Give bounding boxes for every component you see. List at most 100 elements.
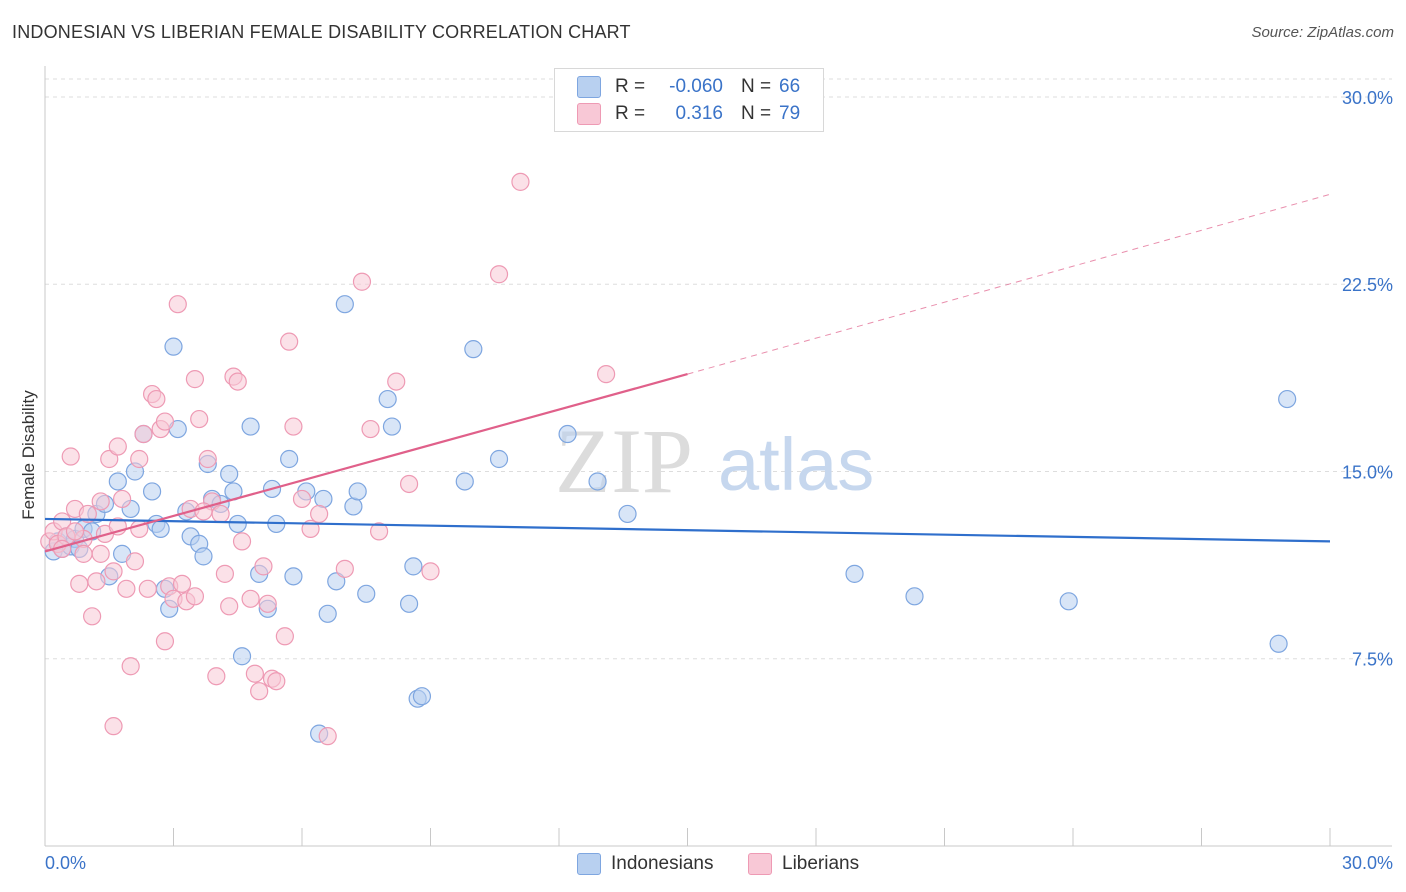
liberian-point bbox=[370, 522, 389, 541]
indonesian-point bbox=[335, 295, 354, 314]
liberian-point bbox=[228, 372, 247, 391]
liberian-point bbox=[185, 370, 205, 389]
indonesian-point bbox=[382, 417, 402, 436]
liberian-point bbox=[310, 504, 329, 524]
indonesian-point bbox=[228, 514, 247, 534]
liberian-point bbox=[121, 657, 140, 676]
liberian-point bbox=[220, 597, 239, 616]
liberian-point bbox=[335, 559, 354, 578]
indonesian-point bbox=[108, 472, 127, 491]
indonesian-point bbox=[464, 340, 483, 359]
liberian-point bbox=[387, 372, 406, 391]
indonesian-point bbox=[1059, 592, 1078, 611]
liberian-point bbox=[70, 574, 89, 593]
indonesian-point bbox=[232, 647, 252, 666]
n-label: N = bbox=[741, 103, 772, 124]
indonesian-point bbox=[845, 564, 864, 583]
y-tick-label: 15.0% bbox=[1342, 462, 1393, 482]
indonesian-point bbox=[151, 519, 170, 539]
liberian-r-value: 0.316 bbox=[675, 103, 723, 124]
indonesian-point bbox=[318, 604, 337, 623]
indonesian-point bbox=[378, 389, 397, 409]
indonesian-trend-line bbox=[44, 517, 1331, 543]
n-label: N = bbox=[741, 76, 772, 97]
indonesian-point bbox=[348, 482, 367, 501]
liberian-point bbox=[91, 544, 110, 563]
liberian-point bbox=[108, 437, 127, 456]
x-tick-label: 30.0% bbox=[1342, 853, 1393, 873]
indonesian-point bbox=[455, 472, 474, 491]
indonesian-point bbox=[284, 567, 303, 586]
liberian-point bbox=[215, 564, 234, 583]
liberian-point bbox=[245, 664, 264, 683]
liberian-point bbox=[241, 589, 260, 608]
liberian-point bbox=[597, 365, 616, 384]
indonesian-point bbox=[1278, 389, 1297, 409]
trend-layer bbox=[44, 193, 1331, 553]
liberian-swatch bbox=[577, 103, 601, 125]
liberian-point bbox=[155, 412, 175, 431]
indonesian-point bbox=[1269, 634, 1288, 653]
indonesian-point bbox=[489, 449, 509, 469]
liberian-point bbox=[511, 172, 530, 191]
y-tick-label: 22.5% bbox=[1342, 275, 1393, 295]
liberian-point bbox=[83, 607, 102, 626]
liberian-point bbox=[292, 489, 312, 509]
indonesian-point bbox=[344, 497, 363, 516]
liberian-point bbox=[138, 579, 157, 598]
liberian-point bbox=[172, 574, 192, 593]
liberians-label: Liberians bbox=[782, 853, 860, 874]
liberian-point bbox=[74, 544, 93, 563]
correlation-legend: R = -0.060 N = 66 R = 0.316 N = 79 bbox=[554, 68, 824, 132]
liberian-point bbox=[267, 672, 286, 691]
legend-item-liberians[interactable]: Liberians bbox=[748, 852, 859, 876]
indonesian-point bbox=[404, 557, 423, 576]
axis-layer: 7.5% 15.0% 22.5% 30.0% 0.0% 30.0% bbox=[44, 66, 1393, 873]
liberian-point bbox=[361, 419, 380, 439]
liberian-point bbox=[147, 389, 166, 409]
legend-item-indonesians[interactable]: Indonesians bbox=[577, 852, 713, 876]
liberian-trend-line bbox=[44, 373, 688, 553]
chart-title: INDONESIAN VS LIBERIAN FEMALE DISABILITY… bbox=[12, 22, 631, 42]
liberian-point bbox=[130, 449, 149, 469]
liberian-point bbox=[489, 265, 509, 284]
r-label: R = bbox=[615, 103, 646, 124]
indonesian-point bbox=[588, 472, 607, 491]
indonesian-point bbox=[412, 687, 432, 706]
liberian-point bbox=[232, 532, 252, 551]
liberian-point bbox=[280, 332, 299, 351]
indonesian-point bbox=[327, 572, 346, 591]
liberian-point bbox=[284, 417, 303, 436]
liberian-n-value: 79 bbox=[779, 103, 801, 124]
liberian-point bbox=[134, 424, 153, 444]
source-label[interactable]: Source: ZipAtlas.com bbox=[1251, 24, 1394, 41]
y-tick-label: 30.0% bbox=[1342, 88, 1393, 108]
liberian-point bbox=[104, 717, 123, 736]
indonesian-point bbox=[558, 424, 577, 444]
liberian-point bbox=[190, 409, 209, 429]
liberian-point bbox=[65, 522, 85, 541]
grid-layer bbox=[45, 78, 1392, 660]
indonesian-point bbox=[618, 504, 637, 524]
indonesian-point bbox=[357, 584, 376, 603]
indonesian-point bbox=[220, 464, 239, 484]
indonesian-point bbox=[241, 417, 260, 436]
watermark: ZIP atlas bbox=[555, 410, 874, 512]
indonesians-label: Indonesians bbox=[611, 853, 714, 874]
watermark-zip: ZIP bbox=[555, 410, 693, 512]
liberian-point bbox=[421, 562, 440, 581]
liberian-point bbox=[61, 447, 80, 466]
liberian-point bbox=[78, 504, 97, 524]
liberian-point bbox=[318, 727, 337, 746]
liberian-point bbox=[399, 474, 419, 494]
indonesian-point bbox=[399, 594, 419, 613]
indonesian-point bbox=[194, 547, 213, 566]
liberian-point bbox=[258, 594, 277, 613]
legend-row-indonesian: R = -0.060 N = 66 bbox=[577, 74, 800, 100]
liberian-trend-extension bbox=[687, 193, 1331, 375]
liberian-point bbox=[155, 632, 175, 651]
liberian-point bbox=[125, 552, 145, 571]
liberian-point bbox=[250, 682, 269, 701]
liberian-point bbox=[211, 504, 230, 524]
